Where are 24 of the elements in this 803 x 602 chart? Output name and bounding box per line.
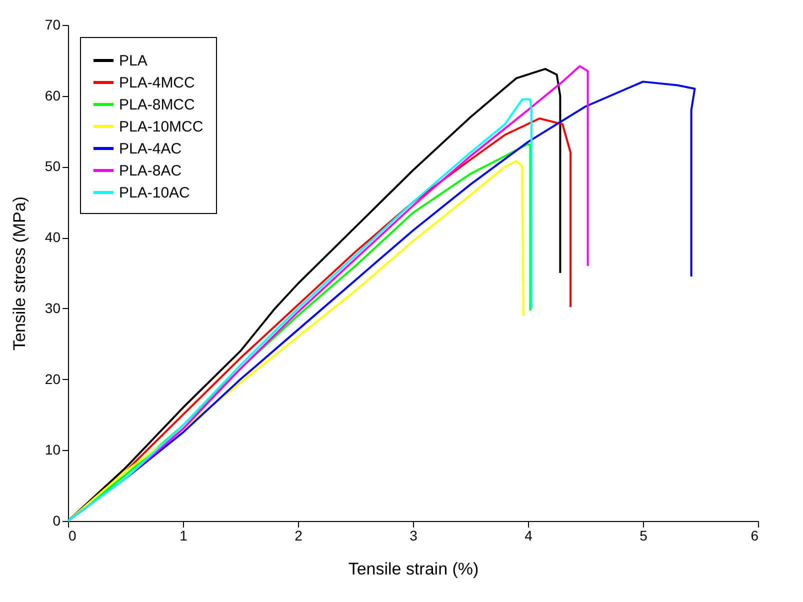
x-tick-label: 5 [640, 528, 648, 544]
x-axis-title: Tensile strain (%) [348, 560, 479, 578]
legend-label: PLA-10MCC [119, 118, 204, 136]
y-tick-label: 70 [44, 16, 61, 32]
legend-label: PLA-8MCC [119, 96, 196, 114]
legend-label: PLA [119, 52, 148, 70]
legend-label: PLA-10AC [119, 184, 190, 202]
y-tick-label: 20 [44, 370, 61, 387]
x-tick-label: 6 [750, 528, 759, 544]
legend-label: PLA-8AC [119, 162, 182, 180]
y-tick-label: 30 [44, 300, 61, 316]
legend-label: PLA-4AC [119, 140, 182, 158]
x-tick-label: 4 [524, 528, 533, 544]
y-tick-label: 0 [52, 512, 61, 528]
y-axis-title: Tensile stress (MPa) [10, 196, 29, 350]
y-tick-label: 60 [44, 87, 61, 104]
x-tick-label: 1 [180, 528, 188, 544]
x-tick-label: 2 [294, 528, 303, 544]
legend-label: PLA-4MCC [119, 74, 196, 92]
x-tick-label: 0 [68, 528, 76, 544]
y-tick-label: 10 [44, 442, 61, 458]
y-tick-label: 50 [44, 158, 61, 174]
x-tick-label: 3 [410, 528, 418, 544]
y-tick-label: 40 [44, 229, 61, 246]
